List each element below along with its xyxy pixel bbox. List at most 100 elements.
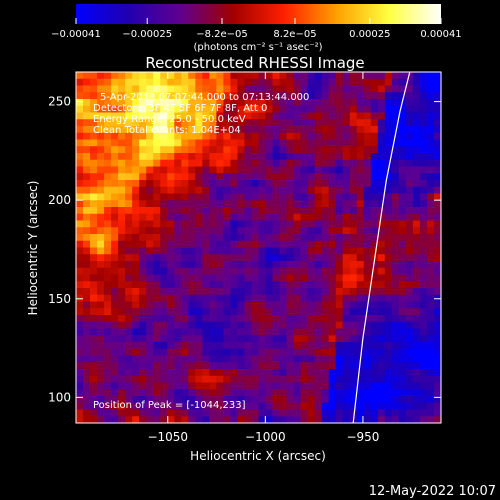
heatmap-pixel xyxy=(370,146,379,154)
heatmap-pixel xyxy=(356,166,365,174)
heatmap-pixel xyxy=(314,105,323,114)
heatmap-pixel xyxy=(335,119,344,127)
heatmap-pixel xyxy=(83,315,91,323)
heatmap-pixel xyxy=(412,288,421,296)
heatmap-pixel xyxy=(195,234,203,242)
heatmap-pixel xyxy=(125,261,133,269)
heatmap-pixel xyxy=(419,207,428,215)
heatmap-pixel xyxy=(195,240,203,249)
heatmap-pixel xyxy=(153,159,161,168)
heatmap-pixel xyxy=(83,240,91,249)
heatmap-pixel xyxy=(216,348,224,357)
heatmap-pixel xyxy=(230,112,239,120)
heatmap-pixel xyxy=(384,389,393,397)
heatmap-pixel xyxy=(321,308,330,316)
heatmap-pixel xyxy=(370,220,379,228)
heatmap-pixel xyxy=(146,396,154,404)
heatmap-pixel xyxy=(433,247,441,255)
heatmap-pixel xyxy=(349,213,358,222)
heatmap-pixel xyxy=(104,126,112,134)
heatmap-pixel xyxy=(426,261,435,269)
heatmap-pixel xyxy=(405,321,414,330)
heatmap-pixel xyxy=(153,369,161,377)
heatmap-pixel xyxy=(216,146,224,154)
heatmap-pixel xyxy=(181,335,189,343)
heatmap-pixel xyxy=(160,193,168,201)
heatmap-pixel xyxy=(118,119,126,127)
heatmap-pixel xyxy=(426,328,435,336)
heatmap-pixel xyxy=(265,369,274,377)
heatmap-pixel xyxy=(335,369,344,377)
heatmap-pixel xyxy=(244,146,253,154)
heatmap-pixel xyxy=(104,261,112,269)
heatmap-pixel xyxy=(426,308,435,316)
heatmap-pixel xyxy=(265,207,274,215)
heatmap-pixel xyxy=(209,362,217,370)
heatmap-pixel xyxy=(405,112,414,120)
heatmap-pixel xyxy=(300,409,309,417)
heatmap-pixel xyxy=(97,186,105,195)
heatmap-pixel xyxy=(342,85,351,93)
heatmap-pixel xyxy=(111,139,119,147)
heatmap-pixel xyxy=(160,294,168,303)
heatmap-pixel xyxy=(300,186,309,195)
heatmap-pixel xyxy=(363,288,372,296)
heatmap-pixel xyxy=(188,389,196,397)
heatmap-pixel xyxy=(426,294,435,303)
heatmap-pixel xyxy=(426,416,435,423)
heatmap-pixel xyxy=(384,105,393,114)
heatmap-pixel xyxy=(300,389,309,397)
heatmap-pixel xyxy=(132,132,140,141)
heatmap-pixel xyxy=(230,92,239,100)
heatmap-pixel xyxy=(307,261,316,269)
heatmap-pixel xyxy=(104,355,112,363)
heatmap-pixel xyxy=(356,99,365,107)
heatmap-pixel xyxy=(398,112,407,120)
heatmap-pixel xyxy=(181,315,189,323)
heatmap-pixel xyxy=(237,139,246,147)
heatmap-pixel xyxy=(111,186,119,195)
heatmap-pixel xyxy=(132,92,140,100)
heatmap-pixel xyxy=(244,78,253,87)
heatmap-pixel xyxy=(251,92,260,100)
heatmap-pixel xyxy=(398,139,407,147)
heatmap-pixel xyxy=(244,126,253,134)
heatmap-pixel xyxy=(335,139,344,147)
heatmap-pixel xyxy=(174,294,182,303)
heatmap-pixel xyxy=(209,402,217,411)
heatmap-pixel xyxy=(300,288,309,296)
heatmap-pixel xyxy=(104,72,112,80)
heatmap-pixel xyxy=(76,342,84,350)
heatmap-pixel xyxy=(426,335,435,343)
heatmap-pixel xyxy=(377,261,386,269)
heatmap-pixel xyxy=(286,247,295,255)
heatmap-pixel xyxy=(125,254,133,262)
heatmap-pixel xyxy=(118,200,126,208)
heatmap-pixel xyxy=(251,99,260,107)
heatmap-pixel xyxy=(188,159,196,168)
heatmap-pixel xyxy=(384,132,393,141)
heatmap-pixel xyxy=(279,78,288,87)
heatmap-pixel xyxy=(188,85,196,93)
heatmap-pixel xyxy=(342,92,351,100)
heatmap-pixel xyxy=(209,382,217,390)
heatmap-pixel xyxy=(139,153,147,161)
heatmap-pixel xyxy=(300,72,309,80)
heatmap-pixel xyxy=(146,335,154,343)
heatmap-pixel xyxy=(370,382,379,390)
heatmap-pixel xyxy=(230,99,239,107)
heatmap-pixel xyxy=(139,321,147,330)
heatmap-pixel xyxy=(391,348,400,357)
heatmap-pixel xyxy=(216,328,224,336)
heatmap-pixel xyxy=(202,288,210,296)
heatmap-pixel xyxy=(398,254,407,262)
heatmap-pixel xyxy=(433,213,441,222)
heatmap-pixel xyxy=(293,409,302,417)
heatmap-pixel xyxy=(272,281,281,289)
heatmap-pixel xyxy=(349,315,358,323)
heatmap-pixel xyxy=(216,207,224,215)
heatmap-pixel xyxy=(160,173,168,181)
heatmap-pixel xyxy=(398,213,407,222)
heatmap-pixel xyxy=(265,375,274,384)
heatmap-pixel xyxy=(97,355,105,363)
